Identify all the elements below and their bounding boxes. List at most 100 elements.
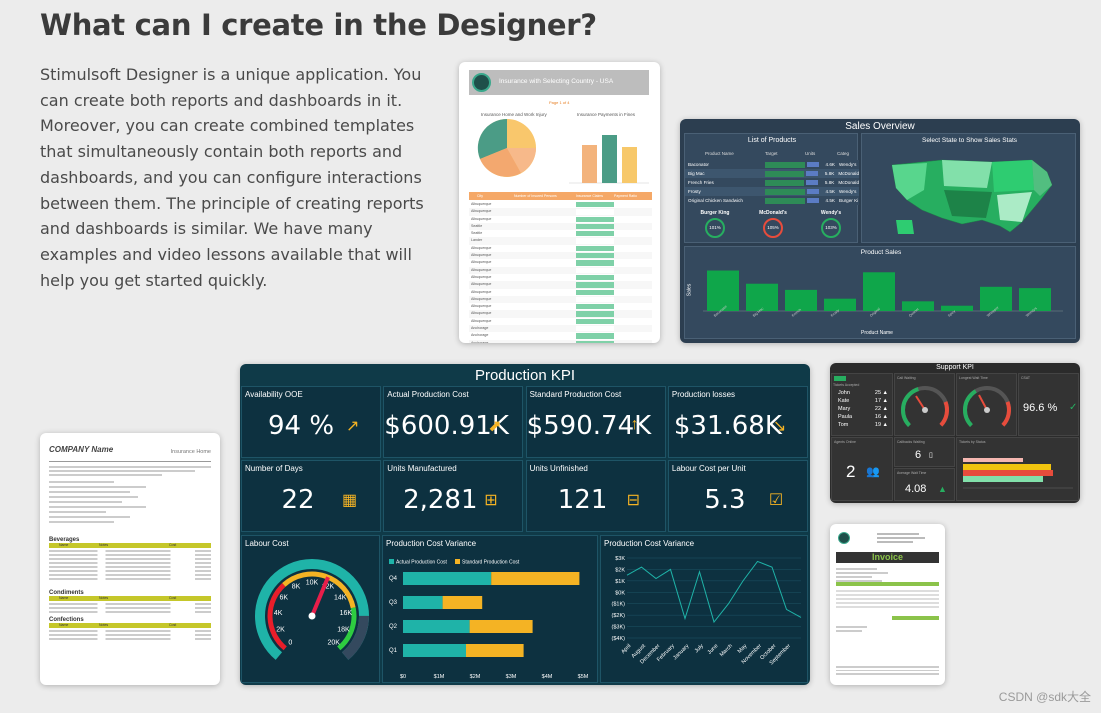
gauge-end-cap [341,615,370,660]
line-y-tick: ($3K) [612,625,626,631]
insurance-city: Albuquerque [471,253,492,258]
gauge1-title: Call Waiting [897,376,916,380]
map-title: Select State to Show Sales Stats [921,137,1018,144]
production-kpi-title: Production KPI [474,367,576,384]
gauge-tick-label: 12K [322,584,335,591]
insurance-city: Lander [471,238,483,243]
variance-bar-actual [403,572,492,585]
sales-overview-thumbnail[interactable]: Sales Overview List of Products Product … [680,119,1080,343]
product-sales-tick: Quarter [908,307,920,318]
line-x-tick: May [737,643,749,655]
insurance-row: Albuquerque [469,252,652,260]
brand-gauge-label: Burger King [700,210,730,216]
variance-category-label: Q1 [389,648,398,654]
line-x-tick: March [719,643,734,658]
agent-value: 19 ▲ [874,422,888,428]
legend-label-actual: Actual Production Cost [396,560,447,566]
page-title: What can I create in the Designer? [40,8,597,42]
legend-swatch-standard [455,559,460,564]
longest-wait-gauge [963,386,1011,434]
insurance-row: Albuquerque [469,266,652,274]
kpi-tile: Number of Days 22 ▦ [241,460,381,532]
insurance-report-title: Insurance with Selecting Country - USA [499,78,614,85]
brand-gauge-value: 105% [763,218,783,238]
kpi-tile-value: $31.68K [673,411,782,441]
insurance-row: Albuquerque [469,281,652,289]
sales-list-row[interactable]: French Fries 5.8K McDonald [685,178,859,187]
support-kpi-title: Support KPI [936,364,974,371]
insurance-report-thumbnail[interactable]: Insurance with Selecting Country - USA P… [459,62,660,343]
callbacks-value: 6 [915,449,922,461]
kpi-tile-value: 94 % [267,411,335,441]
insurance-city: Albuquerque [471,282,492,287]
variance-bar-standard [442,596,483,609]
product-sales-bar [785,289,817,311]
list-col-name: Product Name [705,151,734,156]
brand-gauge: McDonald's 105% [748,210,798,238]
product-sales-tick: Original [869,307,881,318]
insurance-row: Anchorage [469,332,652,340]
gauge-yellow-band [282,571,356,609]
brand-gauge-label: McDonald's [759,210,787,216]
variance-bar-actual [403,620,470,633]
insurance-row: Albuquerque [469,317,652,326]
product-name: French Fries [688,180,714,185]
support-kpi-thumbnail[interactable]: Support KPI Tickets Accepted John 25 ▲ Kat… [830,363,1080,503]
agent-name: Paula [838,414,853,420]
insurance-col-city: City [477,194,484,198]
insurance-row: Anchorage [469,339,652,343]
insurance-row: Anchorage [469,325,652,333]
gauge-tick-label: 10K [306,580,319,587]
insurance-city: Seattle [471,231,483,236]
variance-bar-standard [469,620,533,633]
product-category: Wendy's [839,189,857,194]
variance-line [626,560,802,624]
sales-list-row[interactable]: Original Chicken Sandwich 4.5K Burger Ki [685,196,859,205]
kpi-tile: Production losses $31.68K ↘ [667,386,808,458]
sales-list-row[interactable]: Baconator 4.6K Wendy's [685,160,859,169]
product-sales-bar [707,270,739,311]
kpi-tile-icon: ⊞ [484,492,498,509]
company-report-thumbnail[interactable]: COMPANY Name Insurance Home Beverages Nam… [40,433,220,685]
product-sales-ylabel: Sales [686,283,693,297]
company-name: COMPANY Name [49,445,114,454]
production-kpi-thumbnail[interactable]: Production KPI Availability OOE 94 % ↗ Actu… [240,364,810,685]
variance-category-label: Q3 [389,600,398,606]
list-col-target: Target [765,151,778,156]
insurance-row: Seattle [469,222,652,231]
variance-bar-title: Production Cost Variance [386,539,477,548]
company-col-header: Name [59,543,69,547]
invoice-thumbnail[interactable]: Invoice [830,524,945,685]
agent-name: Mary [838,406,851,412]
product-sales-bar [1019,288,1051,311]
gauge-tick-label: 14K [334,595,347,602]
kpi-tile-value: 121 [557,485,608,515]
sales-list-row[interactable]: Big Mac 5.8K McDonald [685,169,859,178]
variance-category-label: Q2 [389,624,398,630]
product-sales-bar [824,298,856,311]
product-sales-bar [863,272,895,311]
kpi-tile-value: $590.74K [526,411,652,441]
tickets-status-chart [963,458,1073,489]
kpi-tile-value: 22 [281,485,315,515]
kpi-tile-value: 5.3 [704,485,746,515]
company-col-header: Notes [99,543,109,547]
list-col-units: Units [805,151,816,156]
product-sales-bar [980,286,1012,311]
sales-list-title: List of Products [747,137,797,144]
kpi-tile-label: Labour Cost per Unit [671,464,746,473]
line-x-tick: January [672,643,690,661]
kpi-tile-label: Production losses [671,390,736,399]
kpi-tile-value: 2,281 [403,485,478,515]
usa-map[interactable] [882,150,1062,240]
brand-gauge-label: Wendy's [820,210,842,216]
sales-list-row[interactable]: Frosty 4.5K Wendy's [685,187,859,196]
gauge-red-band [267,582,287,651]
kpi-tile-label: Units Unfinished [529,464,588,473]
brand-gauge: Wendy's 103% [806,210,856,238]
product-name: Baconator [688,162,709,167]
insurance-city: Seattle [471,223,483,228]
company-section: Condiments Name Notes Cost [49,590,211,613]
kpi-tile-icon: ☑ [768,492,784,509]
